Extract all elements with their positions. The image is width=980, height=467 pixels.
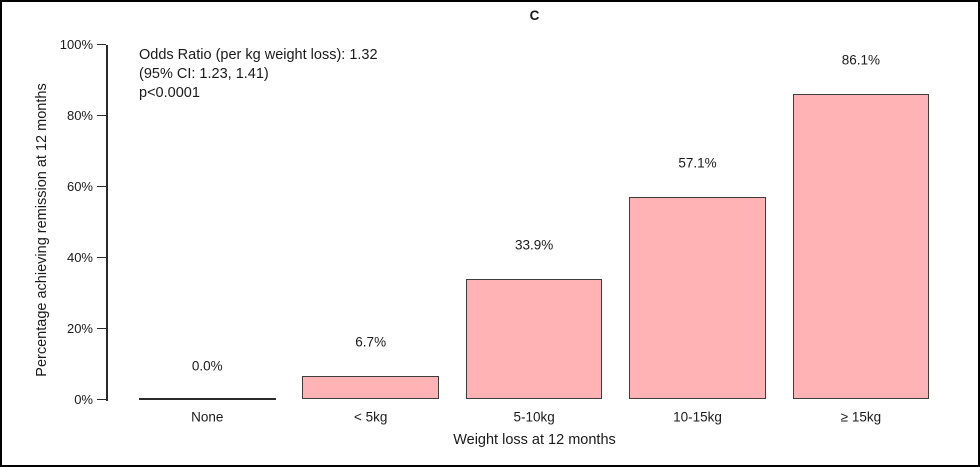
y-axis-tick <box>97 327 106 330</box>
y-axis-tick <box>97 185 106 188</box>
bar <box>629 196 766 400</box>
bar <box>465 279 603 400</box>
panel-title: C <box>529 8 540 23</box>
bar-value-label: 6.7% <box>355 334 387 350</box>
x-axis-category-label: ≥ 15kg <box>840 409 882 425</box>
y-axis-tick <box>97 256 106 259</box>
bar <box>792 93 930 400</box>
stats-annotation: Odds Ratio (per kg weight loss): 1.32 (9… <box>139 46 378 103</box>
annotation-confidence-interval: (95% CI: 1.23, 1.41) <box>139 66 269 82</box>
annotation-p-value: p<0.0001 <box>139 85 200 101</box>
y-axis-tick <box>97 114 106 117</box>
y-axis-tick-label: 0% <box>74 391 93 407</box>
x-axis-category-label: 10-15kg <box>673 409 722 425</box>
bar-zero-height <box>139 398 276 400</box>
x-axis-category-label: 5-10kg <box>513 409 555 425</box>
y-axis-tick <box>97 398 106 401</box>
bar <box>302 375 439 400</box>
y-axis-tick-label: 100% <box>59 36 93 52</box>
x-axis-category-label: None <box>191 409 224 425</box>
annotation-odds-ratio: Odds Ratio (per kg weight loss): 1.32 <box>139 47 378 63</box>
y-axis-tick-label: 20% <box>66 320 93 336</box>
x-axis-category-label: < 5kg <box>353 409 388 425</box>
bar-value-label: 0.0% <box>191 358 223 373</box>
y-axis-line <box>106 44 108 401</box>
y-axis-tick-label: 40% <box>66 249 93 265</box>
bar-value-label: 33.9% <box>514 237 554 253</box>
bar-value-label: 57.1% <box>678 155 717 171</box>
y-axis-tick-label: 60% <box>66 178 93 194</box>
bar-value-label: 86.1% <box>841 52 881 68</box>
y-axis-tick-label: 80% <box>66 107 93 123</box>
y-axis-tick <box>97 43 106 46</box>
x-axis-title: Weight loss at 12 months <box>453 432 616 448</box>
